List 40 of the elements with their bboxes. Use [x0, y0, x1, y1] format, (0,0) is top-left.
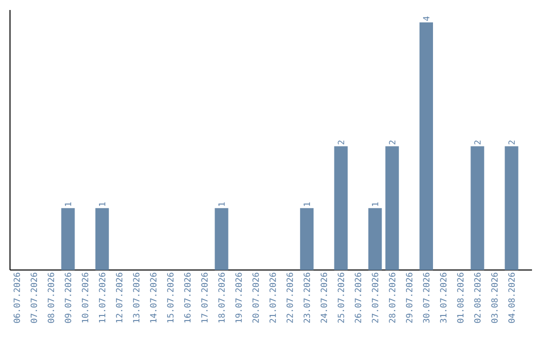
data-label: 4: [423, 16, 430, 21]
x-tick-label: 22.07.2026: [286, 272, 293, 323]
x-tick-label: 11.07.2026: [98, 272, 106, 322]
x-tick-label: 17.07.2026: [201, 272, 208, 322]
data-label: 2: [474, 140, 481, 144]
x-tick-label: 06.07.2026: [14, 272, 20, 323]
x-tick-label: 24.07.2026: [320, 272, 328, 323]
x-tick-label: 13.07.2026: [133, 272, 140, 322]
data-label: 1: [372, 202, 378, 206]
x-tick-label: 21.07.2026: [269, 272, 276, 323]
x-tick-label: 10.07.2026: [82, 272, 88, 322]
x-tick-label: 16.07.2026: [184, 272, 191, 322]
x-tick-label: 07.07.2026: [30, 272, 38, 323]
data-label: 2: [388, 140, 396, 144]
x-tick-label: 27.07.2026: [372, 272, 378, 323]
x-tick-label: 31.07.2026: [440, 272, 447, 323]
x-tick-label: 23.07.2026: [304, 272, 310, 323]
data-label: 1: [218, 202, 225, 206]
data-label: 2: [338, 140, 344, 144]
data-label: 1: [99, 202, 106, 206]
x-tick-label: 30.07.2026: [423, 272, 430, 323]
data-label: 1: [64, 202, 72, 206]
x-tick-label: 26.07.2026: [354, 272, 362, 323]
x-tick-label: 02.08.2026: [474, 272, 481, 323]
x-tick-label: 14.07.2026: [150, 272, 157, 322]
x-tick-label: 29.07.2026: [406, 272, 412, 323]
x-tick-label: 12.07.2026: [116, 272, 122, 322]
x-tick-label: 19.07.2026: [235, 272, 242, 322]
x-tick-label: 15.07.2026: [167, 272, 174, 322]
data-label: 2: [508, 140, 515, 144]
x-tick-label: 01.08.2026: [457, 272, 464, 323]
x-tick-label: 04.08.2026: [508, 272, 515, 323]
data-label: 1: [304, 202, 310, 206]
x-tick-label: 08.07.2026: [48, 272, 54, 323]
x-tick-label: 25.07.2026: [338, 272, 344, 323]
x-tick-label: 28.07.2026: [388, 272, 396, 323]
x-tick-label: 18.07.2026: [218, 272, 225, 322]
x-tick-label: 20.07.2026: [252, 272, 259, 323]
x-tick-label: 09.07.2026: [64, 272, 72, 323]
x-tick-label: 03.08.2026: [491, 272, 498, 323]
